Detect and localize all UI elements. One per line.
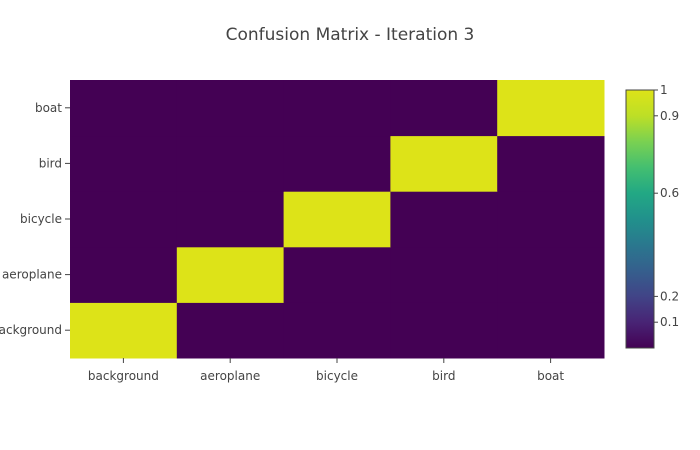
heatmap-cell [176,135,285,192]
y-tick-label: bicycle [20,212,62,226]
x-axis: background aeroplane bicycle bird boat [88,358,564,383]
colorbar-tick-label: 0.9 [660,109,679,123]
heatmap-cell [283,80,391,137]
heatmap-cell [497,80,605,137]
heatmap-cell [390,135,498,192]
heatmap-cell [70,191,178,248]
x-tick-label: aeroplane [200,369,260,383]
colorbar-ticks: 1 0.9 0.6 0.2 0.1 [654,83,679,329]
heatmap-cell [390,246,498,303]
y-tick-label: boat [35,101,62,115]
heatmap-cell [497,302,605,359]
heatmap-cell [70,80,178,137]
y-tick-label: bird [39,156,62,170]
heatmap-cell [390,302,498,359]
heatmap-cell [497,135,605,192]
heatmap-cell [283,246,391,303]
heatmap-cell [497,191,605,248]
heatmap-cell [283,302,391,359]
chart-title: Confusion Matrix - Iteration 3 [226,25,475,45]
heatmap-cell [70,135,178,192]
colorbar-tick-label: 0.6 [660,186,679,200]
heatmap-cell [176,191,285,248]
x-tick-label: boat [537,369,564,383]
heatmap-cell [176,80,285,137]
heatmap-cell [497,246,605,303]
heatmap-cell [390,80,498,137]
heatmap-cell [283,191,391,248]
heatmap-cell [176,302,285,359]
colorbar: 1 0.9 0.6 0.2 0.1 [625,83,679,349]
y-axis: background aeroplane bicycle bird boat [0,101,70,337]
heatmap-cell [390,191,498,248]
colorbar-tick-label: 0.1 [660,315,679,329]
colorbar-gradient [625,89,655,349]
y-tick-label: aeroplane [2,268,62,282]
heatmap-cell [283,135,391,192]
x-tick-label: background [88,369,159,383]
colorbar-tick-label: 1 [660,83,668,97]
y-tick-label: background [0,323,62,337]
heatmap-cell [176,246,285,303]
heatmap-cell [70,246,178,303]
x-tick-label: bicycle [316,369,358,383]
heatmap-cell [70,302,178,359]
x-tick-label: bird [432,369,455,383]
heatmap-cells [70,80,605,359]
colorbar-tick-label: 0.2 [660,289,679,303]
